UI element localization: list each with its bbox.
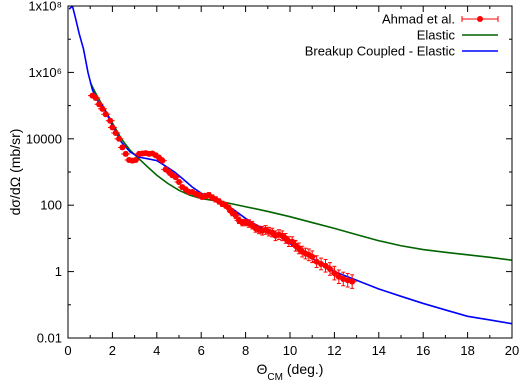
data-point	[107, 117, 114, 124]
data-point	[322, 262, 329, 269]
x-tick-label: 10	[283, 343, 297, 358]
data-point	[172, 174, 179, 181]
data-point	[225, 205, 232, 212]
plot-marks	[68, 6, 512, 325]
data-point	[116, 135, 123, 142]
data-point	[132, 156, 139, 163]
y-tick-label: 100	[40, 198, 62, 213]
x-tick-label: 0	[64, 343, 71, 358]
data-point	[92, 94, 99, 101]
x-tick-label: 6	[198, 343, 205, 358]
data-point	[326, 265, 333, 272]
legend-label: Breakup Coupled - Elastic	[305, 44, 456, 59]
x-tick-label: 18	[460, 343, 474, 358]
data-point	[335, 273, 342, 280]
x-tick-label: 16	[416, 343, 430, 358]
data-point	[109, 124, 116, 131]
axis-ticks	[67, 5, 513, 339]
data-point	[309, 253, 316, 260]
series-line-elastic	[89, 82, 512, 262]
x-tick-label: 12	[327, 343, 341, 358]
legend-label: Elastic	[417, 28, 456, 43]
data-point	[331, 270, 338, 277]
x-axis-label-main: Θ	[257, 361, 268, 377]
data-point	[176, 178, 182, 185]
data-point	[99, 105, 106, 112]
x-tick-label: 20	[505, 343, 519, 358]
y-axis-label: dσ/dΩ (mb/sr)	[7, 129, 23, 216]
data-point	[313, 258, 320, 265]
y-tick-label: 1	[55, 264, 62, 279]
data-point	[122, 150, 129, 157]
x-tick-label: 14	[372, 343, 386, 358]
axis-tick-labels: 0 2 4 6 8 10 12 14 16 18 20 0.01 1 100 10000 1x10⁶ 1x10⁸	[26, 0, 519, 358]
data-point	[119, 144, 126, 151]
x-tick-label: 4	[153, 343, 160, 358]
y-tick-label: 0.01	[37, 331, 62, 346]
y-tick-label: 10000	[26, 131, 62, 146]
data-point	[102, 111, 109, 118]
data-point	[96, 101, 103, 108]
data-point	[112, 129, 119, 136]
x-axis-label-unit: (deg.)	[283, 361, 323, 377]
legend-label: Ahmad et al.	[382, 12, 455, 27]
data-point	[159, 157, 166, 164]
x-tick-label: 8	[242, 343, 249, 358]
data-point	[349, 278, 356, 285]
y-tick-label: 1x10⁶	[28, 65, 62, 80]
y-tick-label: 1x10⁸	[28, 0, 62, 14]
x-axis-label-subscript: CM	[267, 372, 283, 380]
x-axis-label: ΘCM (deg.)	[257, 361, 324, 380]
x-tick-label: 2	[109, 343, 116, 358]
legend-swatch-point	[477, 16, 483, 22]
